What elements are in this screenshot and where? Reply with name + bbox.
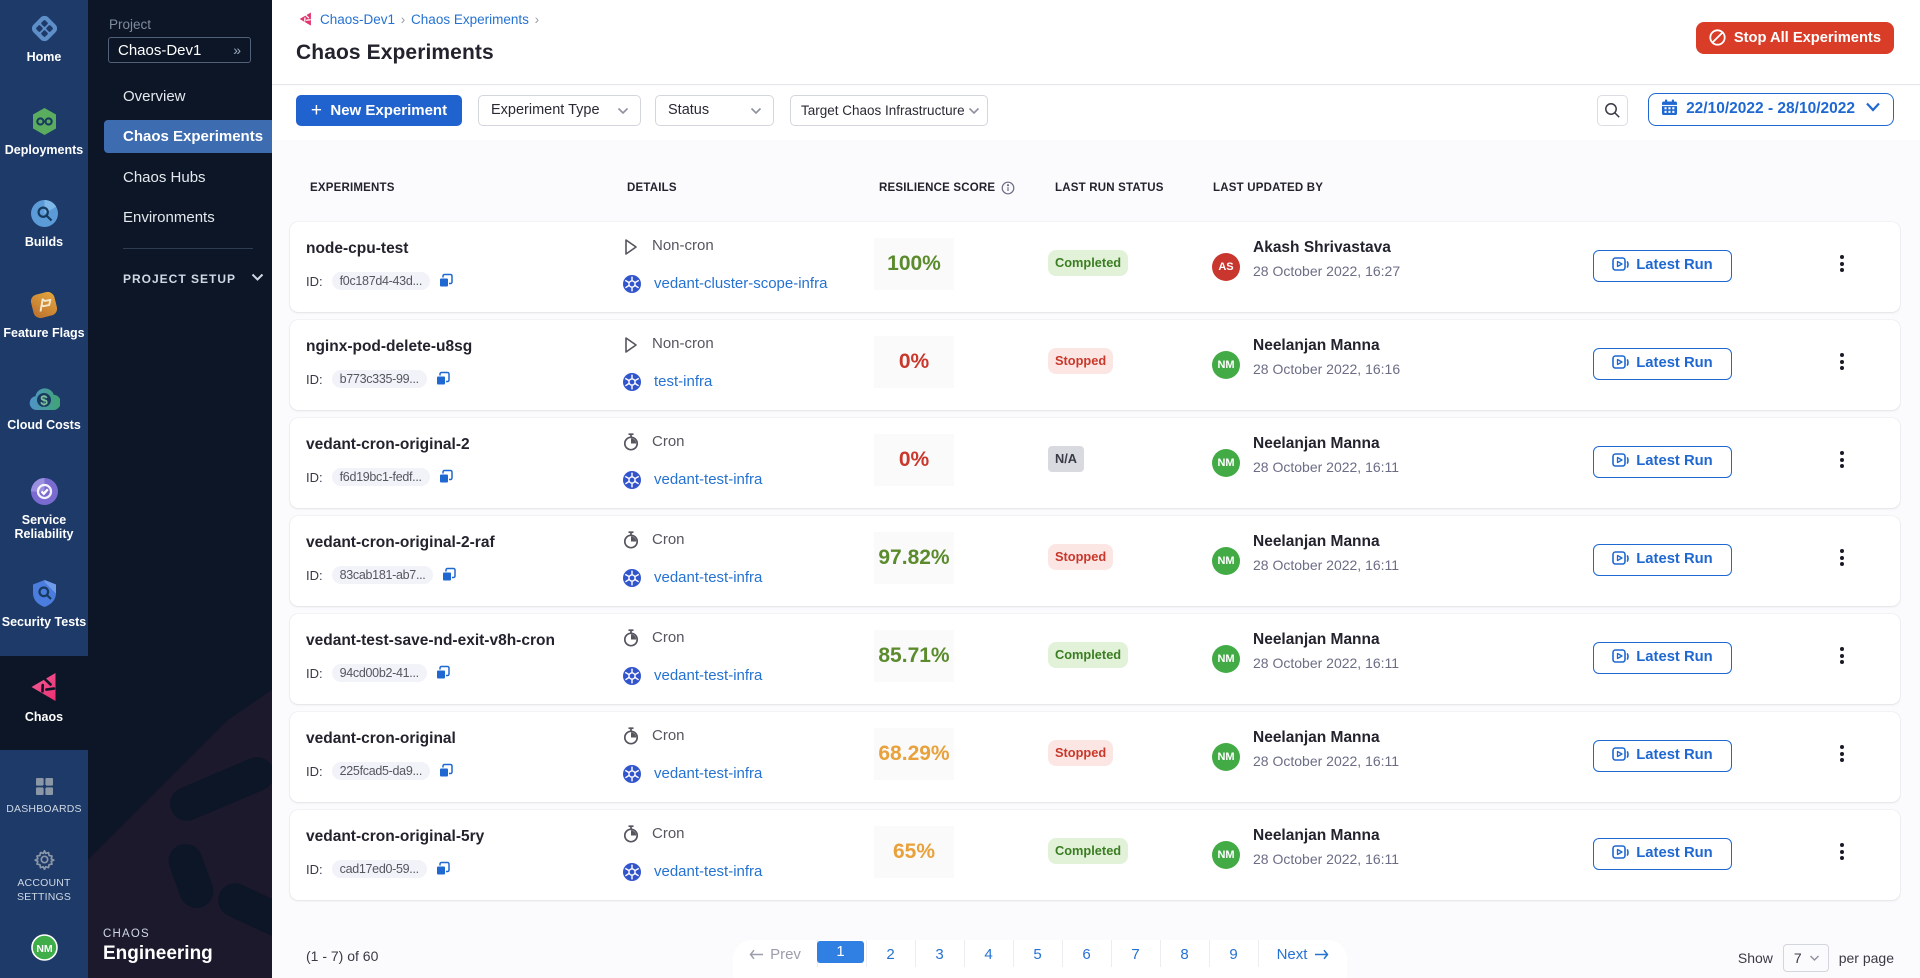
svg-text:$: $ bbox=[40, 393, 48, 408]
svg-text:NM: NM bbox=[36, 943, 53, 955]
